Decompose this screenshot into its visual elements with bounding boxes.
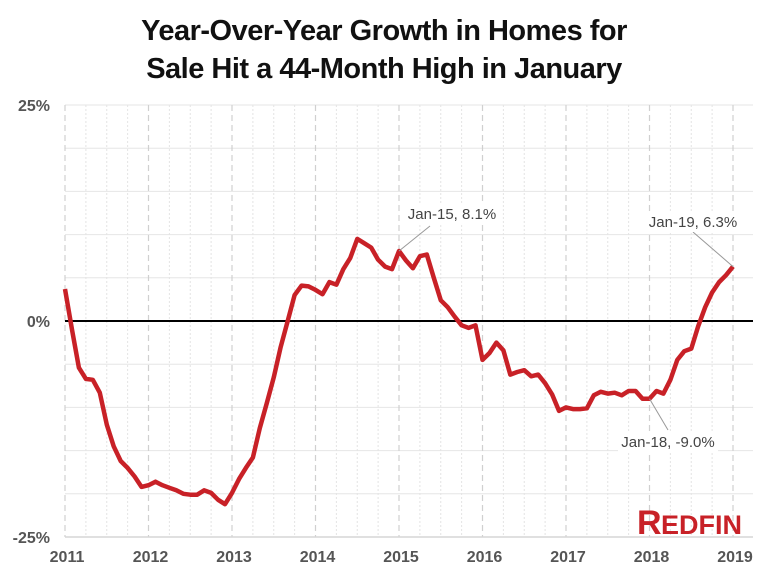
chart-title-line-1: Year-Over-Year Growth in Homes for [141,15,627,47]
x-tick-label: 2013 [216,549,252,566]
annotation-leader [649,398,669,431]
annotation-leader [398,225,431,252]
annotation-leader [692,231,734,267]
annotation-label: Jan-15, 8.1% [408,206,496,223]
x-axis-ticks: 2011 2012 2013 2014 2015 2016 2017 2018 2019 [50,549,753,566]
x-tick-label: 2016 [467,549,503,566]
x-tick-label: 2012 [133,549,169,566]
x-tick-label: 2011 [50,549,85,566]
annotation-label: Jan-18, -9.0% [621,434,714,451]
redfin-logo: R EDFIN [637,504,742,542]
annotation-background [618,431,718,452]
axes [65,320,753,538]
annotations-layer: Jan-15, 8.1% Jan-19, 6.3% Jan-18, -9.0% [398,203,743,452]
x-tick-label: 2015 [383,549,419,566]
y-tick-label: 0% [27,314,50,331]
annotation-background [402,203,502,224]
x-tick-label: 2019 [717,549,753,566]
y-tick-label: 25% [18,98,50,115]
x-tick-label: 2014 [300,549,336,566]
logo-rest: EDFIN [661,510,742,540]
x-tick-label: 2017 [550,549,586,566]
y-axis-ticks: 25% 0% -25% [13,98,50,547]
annotation-background [643,211,743,232]
logo-initial: R [637,504,662,542]
annotation-label: Jan-19, 6.3% [649,214,737,231]
chart-title-line-2: Sale Hit a 44-Month High in January [146,53,622,85]
x-tick-label: 2018 [634,549,670,566]
y-tick-label: -25% [13,530,50,547]
chart-title: Year-Over-Year Growth in Homes for Sale … [0,12,768,88]
